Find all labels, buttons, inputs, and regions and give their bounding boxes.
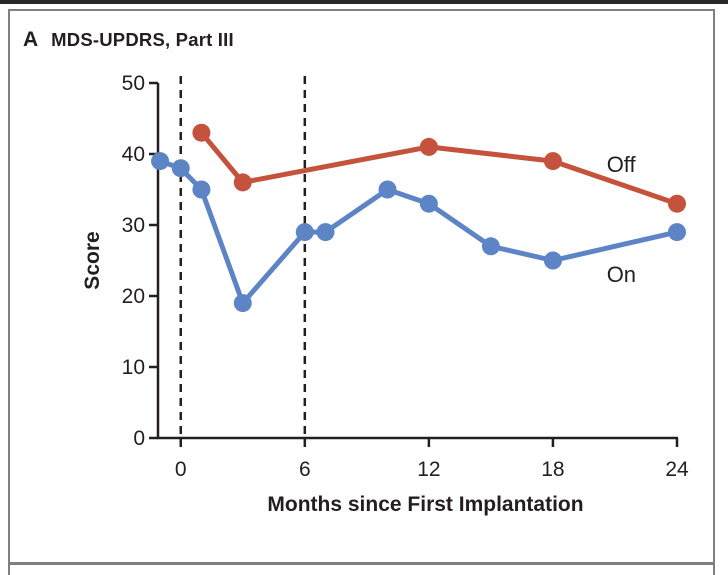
- series-line: [198, 130, 680, 207]
- figure-panel-border: [8, 9, 715, 575]
- data-point-marker: [668, 223, 686, 242]
- data-point-marker: [419, 194, 438, 213]
- y-tick-label: 50: [122, 72, 145, 95]
- data-point-marker: [233, 173, 252, 192]
- x-tick-label: 0: [175, 458, 187, 481]
- x-tick-label: 6: [299, 458, 311, 481]
- data-point-marker: [233, 294, 252, 313]
- y-tick-label: 40: [122, 143, 145, 166]
- x-tick-label: 18: [541, 458, 564, 481]
- data-point-marker: [668, 194, 686, 213]
- y-tick-label: 30: [122, 214, 145, 237]
- x-tick-label: 12: [417, 458, 440, 481]
- y-tick-label: 20: [122, 285, 145, 308]
- panel-divider: [8, 562, 715, 565]
- panel-title: MDS-UPDRS, Part III: [51, 29, 234, 50]
- y-axis: 0 10 20 30 40 50: [122, 72, 158, 450]
- panel-letter: A: [23, 28, 39, 51]
- data-point-marker: [151, 152, 170, 171]
- y-axis-title: Score: [81, 231, 104, 289]
- top-rule: [0, 0, 728, 4]
- data-point-marker: [192, 123, 211, 142]
- data-point-marker: [171, 159, 190, 178]
- y-tick-label: 10: [122, 356, 145, 379]
- data-point-marker: [543, 152, 562, 171]
- data-point-marker: [316, 223, 335, 242]
- axes: [156, 83, 678, 440]
- series-label-off: Off: [607, 152, 637, 177]
- data-point-marker: [192, 180, 211, 199]
- data-point-marker: [295, 223, 314, 242]
- x-tick-label: 24: [665, 458, 689, 481]
- x-axis: 0 6 12 18 24: [175, 438, 689, 481]
- data-point-marker: [419, 137, 438, 156]
- series-label-on: On: [607, 262, 636, 287]
- series-off: Off: [192, 123, 686, 213]
- data-point-marker: [481, 237, 500, 256]
- x-axis-title: Months since First Implantation: [267, 493, 583, 516]
- series-on: On: [151, 152, 686, 313]
- data-point-marker: [543, 251, 562, 270]
- panel-header: A MDS-UPDRS, Part III: [23, 28, 234, 52]
- reference-lines: [179, 76, 307, 438]
- y-tick-label: 0: [133, 427, 145, 450]
- data-point-marker: [378, 180, 397, 199]
